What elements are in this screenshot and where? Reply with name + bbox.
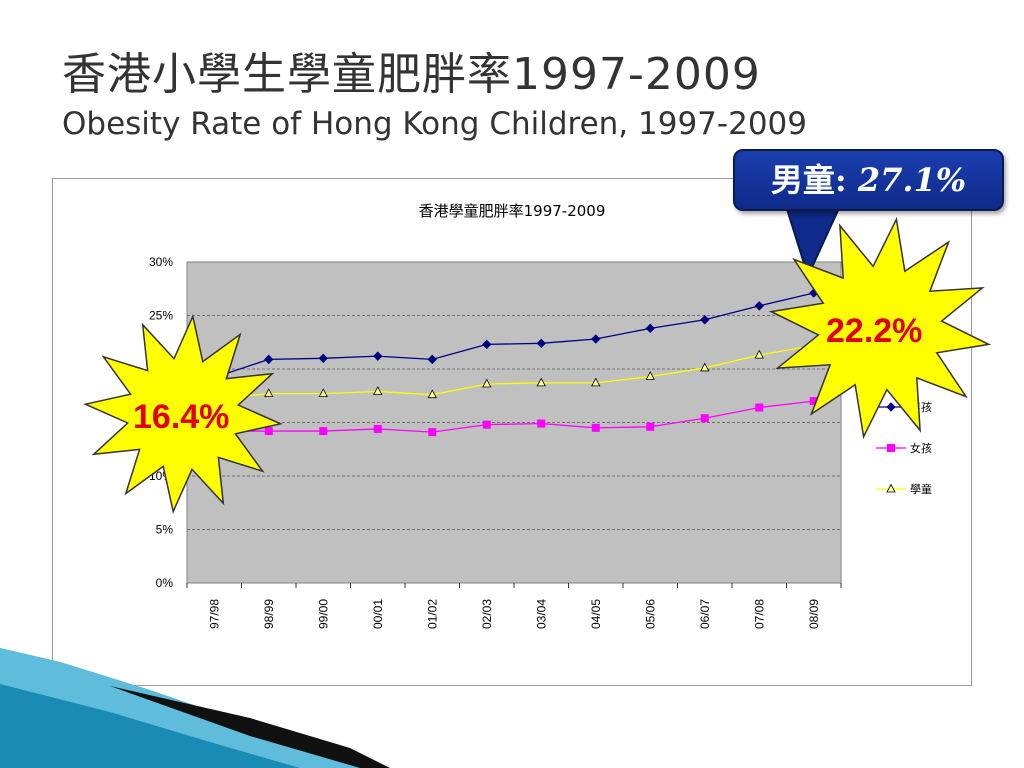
starburst-left — [83, 314, 283, 514]
starburst-right — [768, 216, 992, 440]
x-tick-label-5: 02/03 — [480, 599, 494, 629]
girls-rate-label: 16.4% — [133, 398, 230, 436]
series-1-point-10 — [755, 403, 764, 412]
series-line-0 — [214, 292, 814, 379]
boys-callout-label: 男童: — [770, 161, 847, 199]
series-1-point-9 — [700, 414, 709, 423]
slide-subtitle: Obesity Rate of Hong Kong Children, 1997… — [62, 106, 807, 142]
series-1-point-2 — [319, 427, 328, 436]
series-line-2 — [214, 344, 814, 400]
x-tick-label-11: 08/09 — [807, 599, 821, 629]
series-0-point-9 — [700, 315, 710, 325]
boys-callout-value: 27.1% — [857, 161, 967, 199]
x-tick-label-1: 98/99 — [262, 599, 276, 629]
series-2-point-4 — [427, 389, 437, 399]
series-1-point-7 — [591, 423, 600, 432]
series-1-point-8 — [646, 422, 655, 431]
series-0-point-4 — [427, 354, 437, 365]
y-tick-label-1: 5% — [156, 523, 174, 537]
series-2-point-6 — [536, 377, 546, 387]
series-2-point-3 — [373, 386, 383, 395]
series-0-point-10 — [754, 301, 764, 311]
series-0-point-7 — [591, 334, 601, 344]
x-tick-label-8: 05/06 — [643, 599, 657, 629]
series-0-point-5 — [482, 339, 492, 350]
x-tick-label-6: 03/04 — [534, 599, 548, 629]
legend-label-2: 學童 — [910, 482, 932, 496]
corner-swoosh-dark — [110, 686, 390, 768]
series-line-1 — [214, 400, 814, 433]
series-2-point-5 — [482, 378, 492, 388]
slide-title: 香港小學生學童肥胖率1997-2009 — [62, 49, 761, 100]
callout-pointer — [784, 205, 842, 279]
legend-marker-0 — [886, 402, 896, 412]
x-tick-label-10: 07/08 — [752, 599, 766, 629]
series-1-point-4 — [428, 428, 437, 437]
series-1-point-3 — [373, 424, 382, 433]
x-tick-label-0: 97/98 — [207, 599, 221, 629]
y-tick-label-6: 30% — [149, 255, 173, 269]
obesity-line-chart: 香港學童肥胖率1997-20090%5%10%15%20%25%30%97/98… — [149, 202, 932, 629]
series-0-point-6 — [536, 338, 546, 349]
y-tick-label-5: 25% — [149, 309, 173, 323]
series-0-point-3 — [373, 351, 383, 361]
chart-title: 香港學童肥胖率1997-2009 — [419, 202, 606, 220]
boys-callout-box: 男童: 27.1% — [733, 149, 1004, 211]
series-2-point-2 — [318, 388, 328, 398]
series-2-point-8 — [645, 371, 655, 380]
x-tick-label-7: 04/05 — [589, 599, 603, 629]
series-0-point-1 — [264, 354, 274, 365]
x-tick-label-4: 01/02 — [425, 599, 439, 629]
legend-marker-1 — [887, 444, 895, 452]
series-2-point-7 — [591, 377, 601, 387]
series-0-point-8 — [645, 323, 655, 334]
legend-label-1: 女孩 — [910, 441, 932, 455]
students-rate-label: 22.2% — [826, 312, 923, 350]
series-2-point-9 — [700, 362, 710, 372]
series-1-point-5 — [482, 420, 491, 429]
series-1-point-1 — [264, 427, 273, 436]
y-tick-label-0: 0% — [156, 576, 174, 590]
series-0-point-2 — [318, 353, 328, 364]
series-2-point-10 — [754, 349, 764, 359]
x-tick-label-2: 99/00 — [316, 599, 330, 629]
x-tick-label-9: 06/07 — [698, 599, 712, 629]
series-1-point-6 — [537, 419, 546, 428]
series-2-point-1 — [264, 388, 274, 398]
legend-marker-2 — [886, 483, 896, 493]
x-tick-label-3: 00/01 — [371, 599, 385, 629]
